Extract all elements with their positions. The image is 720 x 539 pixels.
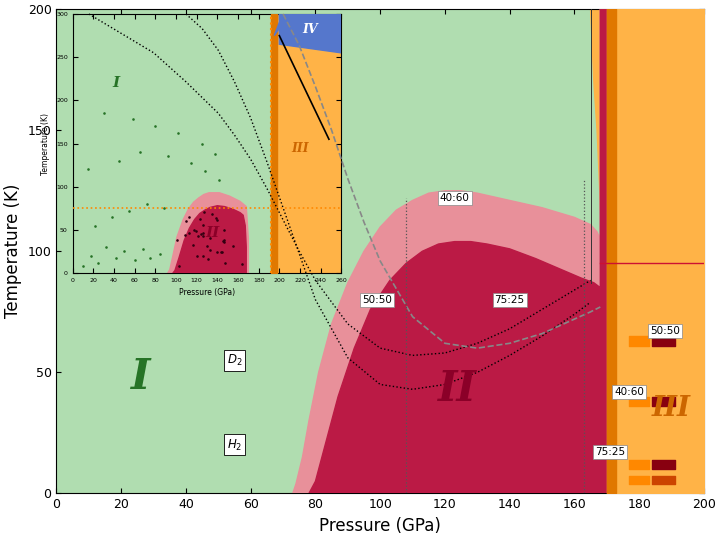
Text: I: I <box>131 356 150 398</box>
Text: 40:60: 40:60 <box>440 193 469 203</box>
Text: 75:25: 75:25 <box>595 447 625 457</box>
Polygon shape <box>309 9 704 493</box>
Text: 40:60: 40:60 <box>614 386 644 397</box>
Text: $D_2$: $D_2$ <box>227 353 242 368</box>
Polygon shape <box>590 9 704 493</box>
Text: 50:50: 50:50 <box>650 326 680 336</box>
Polygon shape <box>293 9 704 493</box>
Text: III: III <box>652 395 691 422</box>
Text: 50:50: 50:50 <box>362 295 392 305</box>
Y-axis label: Temperature (K): Temperature (K) <box>4 184 22 319</box>
Text: $H_2$: $H_2$ <box>227 438 242 453</box>
X-axis label: Pressure (GPa): Pressure (GPa) <box>319 517 441 535</box>
Text: II: II <box>438 369 477 410</box>
Text: 75:25: 75:25 <box>495 295 525 305</box>
